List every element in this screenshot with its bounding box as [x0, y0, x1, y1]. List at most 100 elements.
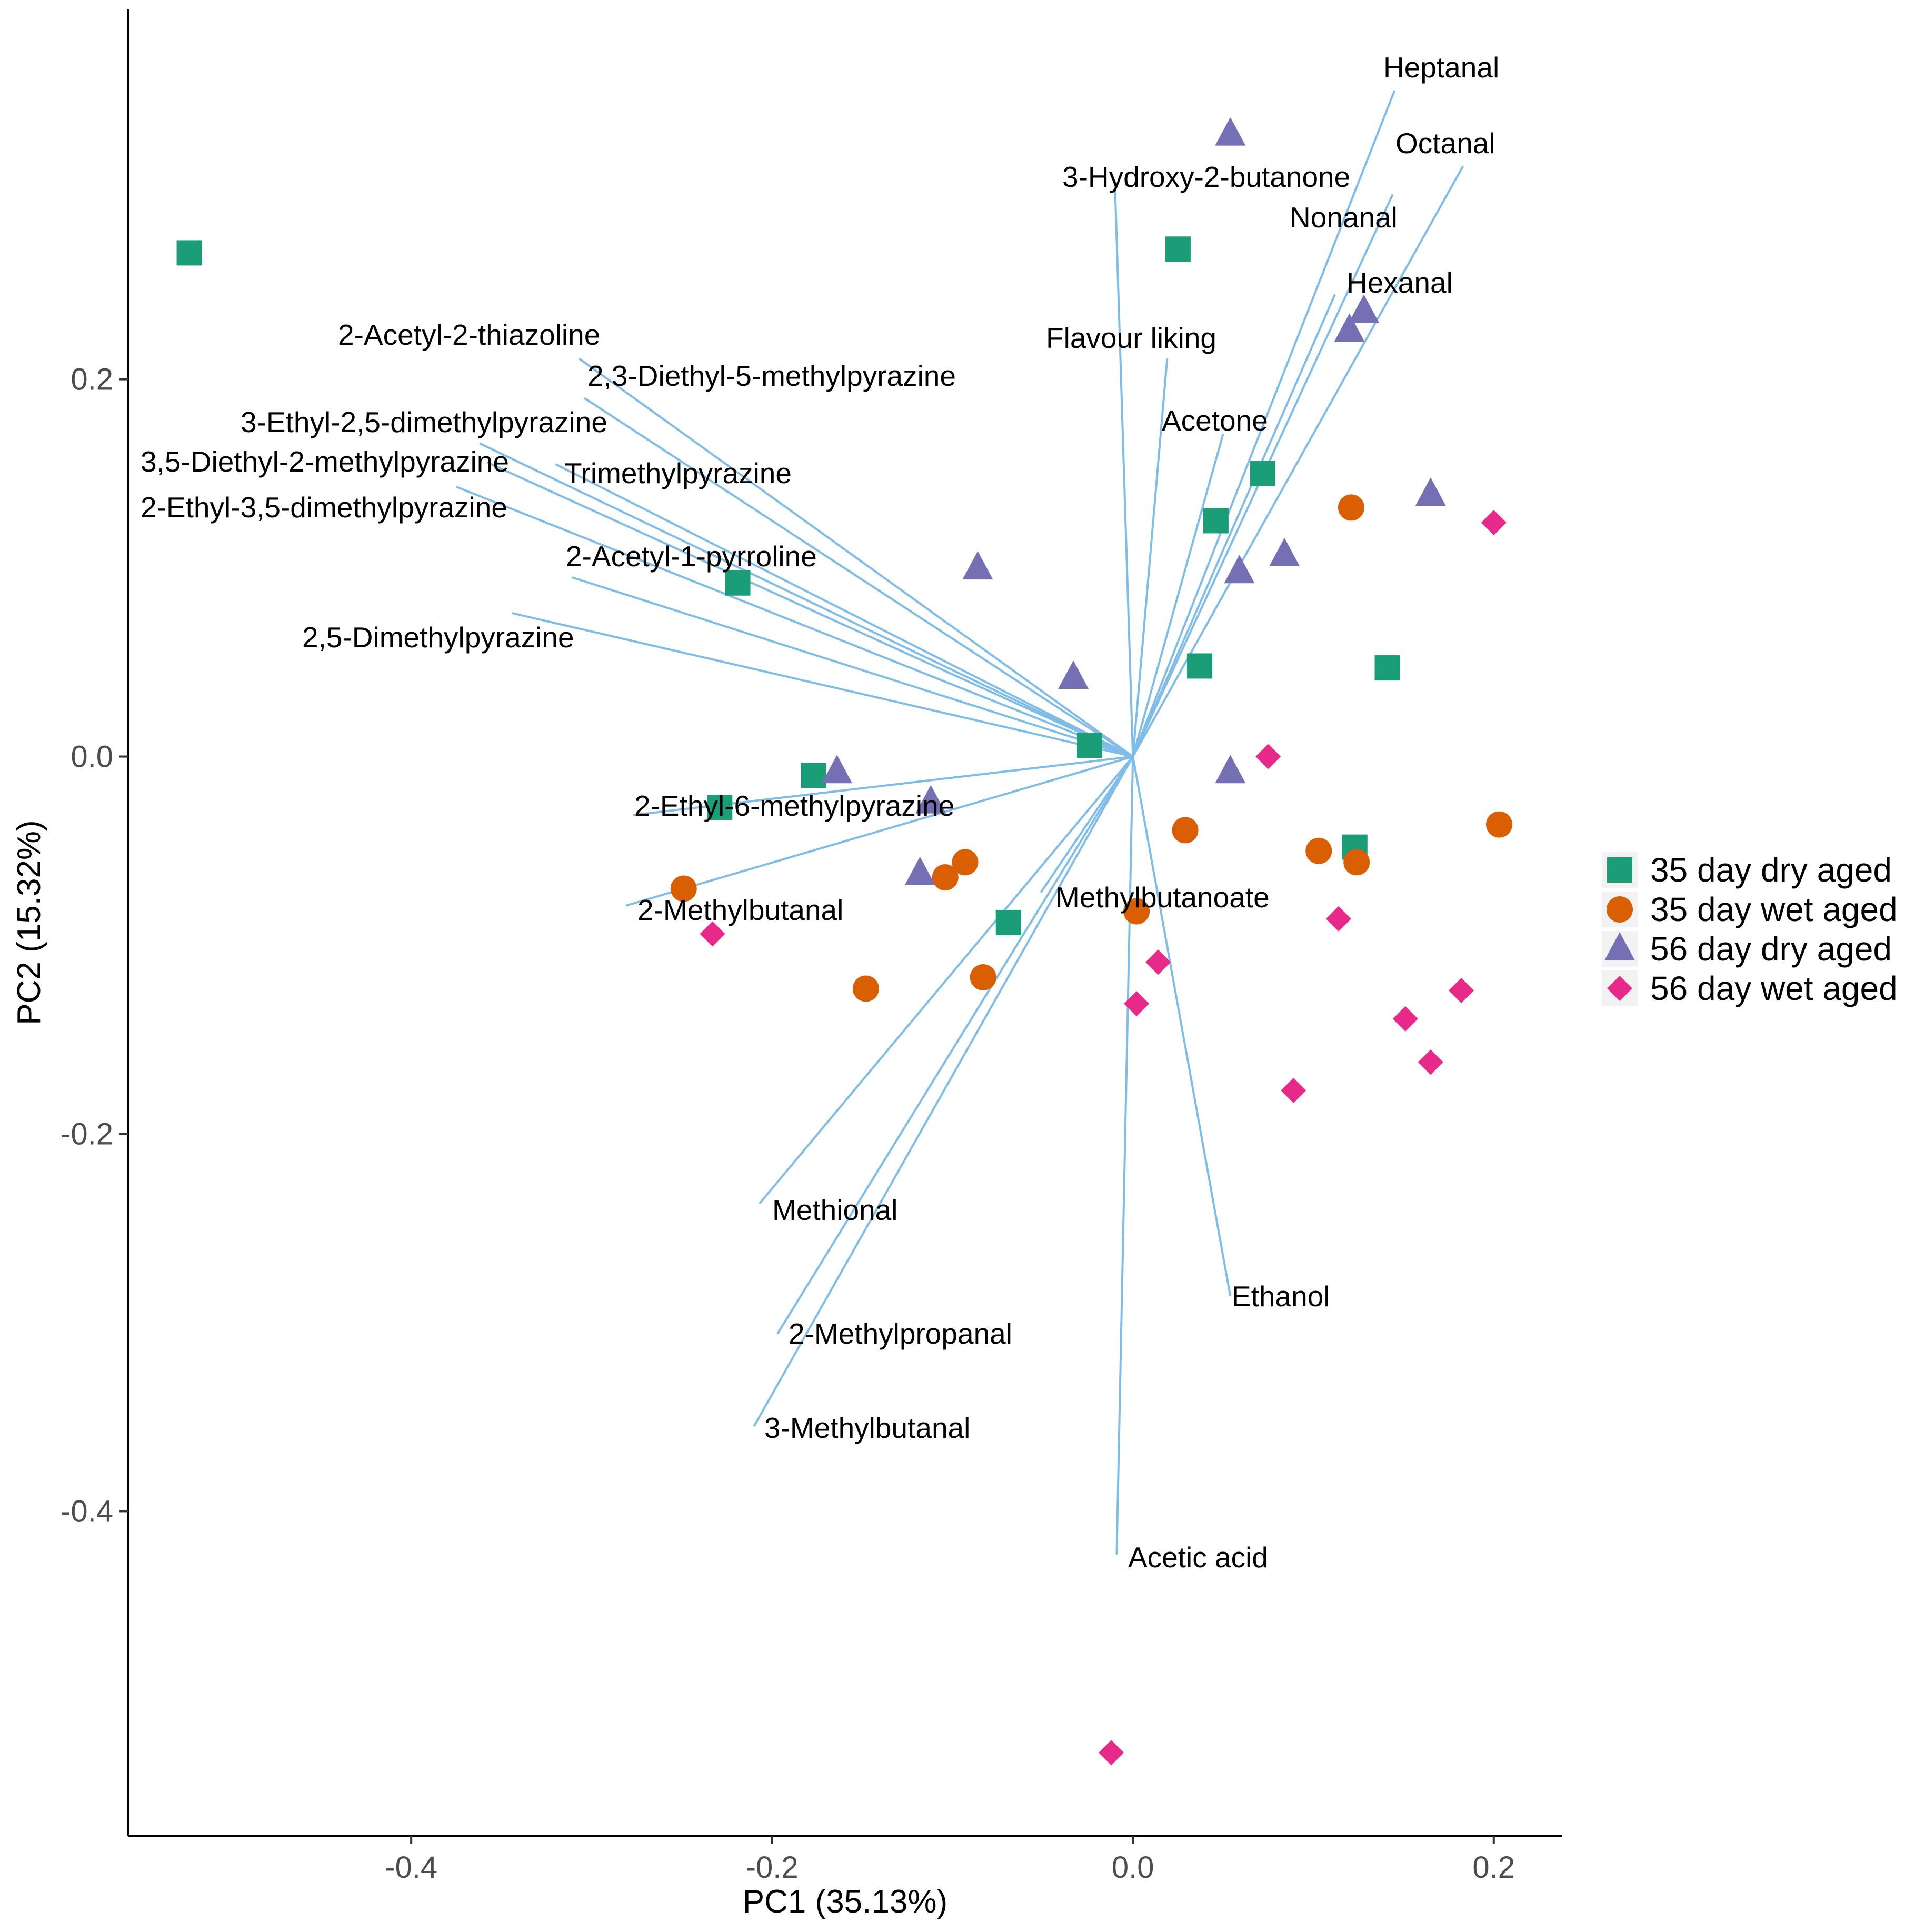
point-35-day-dry-aged [176, 240, 202, 266]
point-35-day-dry-aged [995, 910, 1021, 935]
loading-vector-2-methylpropanal [776, 756, 1134, 1335]
loading-label-3-ethyl-2-5-dimethylpyrazine: 3-Ethyl-2,5-dimethylpyrazine [241, 406, 607, 438]
legend-marker-diamond [1607, 976, 1632, 1001]
point-35-day-wet-aged [1486, 811, 1513, 838]
score-points [176, 117, 1513, 1766]
point-56-day-dry-aged [822, 755, 853, 784]
x-tick-label: -0.2 [746, 1850, 799, 1885]
point-56-day-dry-aged [1215, 117, 1246, 146]
x-tick-label: 0.2 [1472, 1850, 1515, 1885]
loading-vector-2-5-dimethylpyrazine [512, 612, 1133, 758]
x-tick-label: 0.0 [1112, 1850, 1154, 1885]
loading-vector-2-acetyl-1-pyrroline [571, 576, 1133, 758]
loading-label-2-methylbutanal: 2-Methylbutanal [637, 894, 843, 926]
loading-vector-2-acetyl-2-thiazoline [578, 357, 1134, 758]
point-35-day-wet-aged [1172, 817, 1199, 844]
point-35-day-wet-aged [1343, 849, 1370, 876]
legend-label: 35 day wet aged [1650, 890, 1898, 928]
point-35-day-wet-aged [970, 964, 996, 990]
loading-vector-acetone [1132, 434, 1224, 757]
point-35-day-dry-aged [1076, 733, 1102, 758]
loading-vector-hexanal [1132, 294, 1336, 757]
loading-label-3-5-diethyl-2-methylpyrazine: 3,5-Diethyl-2-methylpyrazine [141, 445, 509, 478]
loading-vector-methional [759, 756, 1134, 1205]
loading-vector-2-3-diethyl-5-methylpyrazine [584, 397, 1134, 758]
loading-label-2-5-dimethylpyrazine: 2,5-Dimethylpyrazine [302, 621, 574, 654]
point-35-day-wet-aged [952, 849, 979, 876]
x-axis-title: PC1 (35.13%) [743, 1884, 947, 1920]
legend-label: 56 day wet aged [1650, 969, 1898, 1007]
point-56-day-dry-aged [1224, 555, 1255, 584]
legend-item-35-day-dry-aged: 35 day dry aged [1602, 851, 1892, 889]
loading-label-nonanal: Nonanal [1290, 201, 1398, 234]
point-56-day-wet-aged [1099, 1740, 1124, 1766]
y-tick-label: 0.0 [71, 740, 113, 774]
point-35-day-dry-aged [801, 763, 826, 788]
loading-vector-flavour-liking [1132, 358, 1169, 757]
point-35-day-dry-aged [725, 570, 751, 596]
legend-marker-triangle [1604, 932, 1635, 960]
point-56-day-dry-aged [1215, 755, 1246, 784]
y-tick-label: 0.2 [71, 363, 113, 397]
legend-marker-circle [1607, 896, 1633, 923]
loading-label-2-ethyl-6-methylpyrazine: 2-Ethyl-6-methylpyrazine [634, 789, 954, 822]
loading-vector-acetic-acid [1115, 756, 1134, 1555]
loading-label-trimethylpyrazine: Trimethylpyrazine [564, 457, 792, 489]
point-35-day-wet-aged [1338, 494, 1364, 521]
y-axis-title: PC2 (15.32%) [11, 820, 47, 1025]
loading-vector-2-methylbutanal [625, 755, 1133, 907]
point-56-day-wet-aged [1255, 744, 1281, 769]
series-35-day-wet-aged [670, 494, 1513, 1002]
loading-label-2-3-diethyl-5-methylpyrazine: 2,3-Diethyl-5-methylpyrazine [587, 359, 956, 392]
point-35-day-wet-aged [1123, 898, 1150, 925]
loading-label-2-methylpropanal: 2-Methylpropanal [789, 1317, 1012, 1350]
loading-vector-3-5-diethyl-2-methylpyrazine [486, 461, 1134, 758]
loading-label-3-methylbutanal: 3-Methylbutanal [764, 1412, 970, 1444]
loading-vector-3-hydroxy-2-butanone [1113, 181, 1134, 757]
point-56-day-wet-aged [1392, 1006, 1418, 1032]
legend-item-35-day-wet-aged: 35 day wet aged [1602, 890, 1898, 928]
point-56-day-dry-aged [1058, 660, 1089, 689]
point-35-day-dry-aged [1187, 653, 1213, 679]
loading-label-2-acetyl-1-pyrroline: 2-Acetyl-1-pyrroline [566, 540, 817, 573]
loading-vector-ethanol [1132, 756, 1232, 1297]
loading-label-hexanal: Hexanal [1346, 266, 1453, 299]
loading-label-octanal: Octanal [1395, 127, 1495, 159]
loading-label-heptanal: Heptanal [1383, 51, 1499, 84]
axes: -0.4 -0.2 0.0 0.2 0.2 0.0 -0.2 -0.4 PC1 (35.13%)… [11, 9, 1562, 1920]
point-56-day-wet-aged [1325, 906, 1351, 932]
legend-label: 35 day dry aged [1650, 851, 1892, 889]
point-56-day-wet-aged [1281, 1078, 1306, 1104]
point-35-day-dry-aged [707, 795, 733, 820]
point-35-day-wet-aged [852, 975, 879, 1002]
loading-vectors [456, 90, 1464, 1555]
loading-label-methional: Methional [772, 1194, 897, 1226]
loading-label-2-acetyl-2-thiazoline: 2-Acetyl-2-thiazoline [338, 318, 600, 351]
series-35-day-dry-aged [176, 236, 1400, 935]
loading-label-acetone: Acetone [1162, 404, 1268, 437]
point-56-day-dry-aged [1348, 294, 1379, 323]
loading-label-2-ethyl-3-5-dimethylpyrazine: 2-Ethyl-3,5-dimethylpyrazine [141, 491, 507, 524]
x-tick-label: -0.4 [385, 1850, 437, 1885]
point-56-day-wet-aged [1145, 949, 1171, 975]
loading-label-3-hydroxy-2-butanone: 3-Hydroxy-2-butanone [1062, 161, 1350, 193]
loading-label-acetic-acid: Acetic acid [1128, 1541, 1268, 1574]
point-56-day-dry-aged [1269, 537, 1300, 566]
series-56-day-wet-aged [700, 510, 1507, 1766]
series-56-day-dry-aged [822, 117, 1446, 885]
point-56-day-wet-aged [700, 921, 725, 947]
legend-item-56-day-wet-aged: 56 day wet aged [1602, 969, 1898, 1007]
point-56-day-wet-aged [1418, 1049, 1443, 1075]
loading-vector-2-ethyl-3-5-dimethylpyrazine [456, 486, 1133, 758]
loading-label-methylbutanoate: Methylbutanoate [1055, 881, 1270, 914]
loading-vector-3-ethyl-2-5-dimethylpyrazine [479, 442, 1134, 758]
point-56-day-dry-aged [962, 551, 993, 580]
point-35-day-wet-aged [932, 864, 959, 890]
point-56-day-dry-aged [915, 785, 946, 814]
point-35-day-dry-aged [1250, 461, 1276, 486]
point-35-day-wet-aged [670, 875, 697, 902]
point-35-day-wet-aged [1305, 837, 1332, 864]
point-56-day-dry-aged [1334, 313, 1365, 342]
point-56-day-dry-aged [904, 856, 935, 885]
